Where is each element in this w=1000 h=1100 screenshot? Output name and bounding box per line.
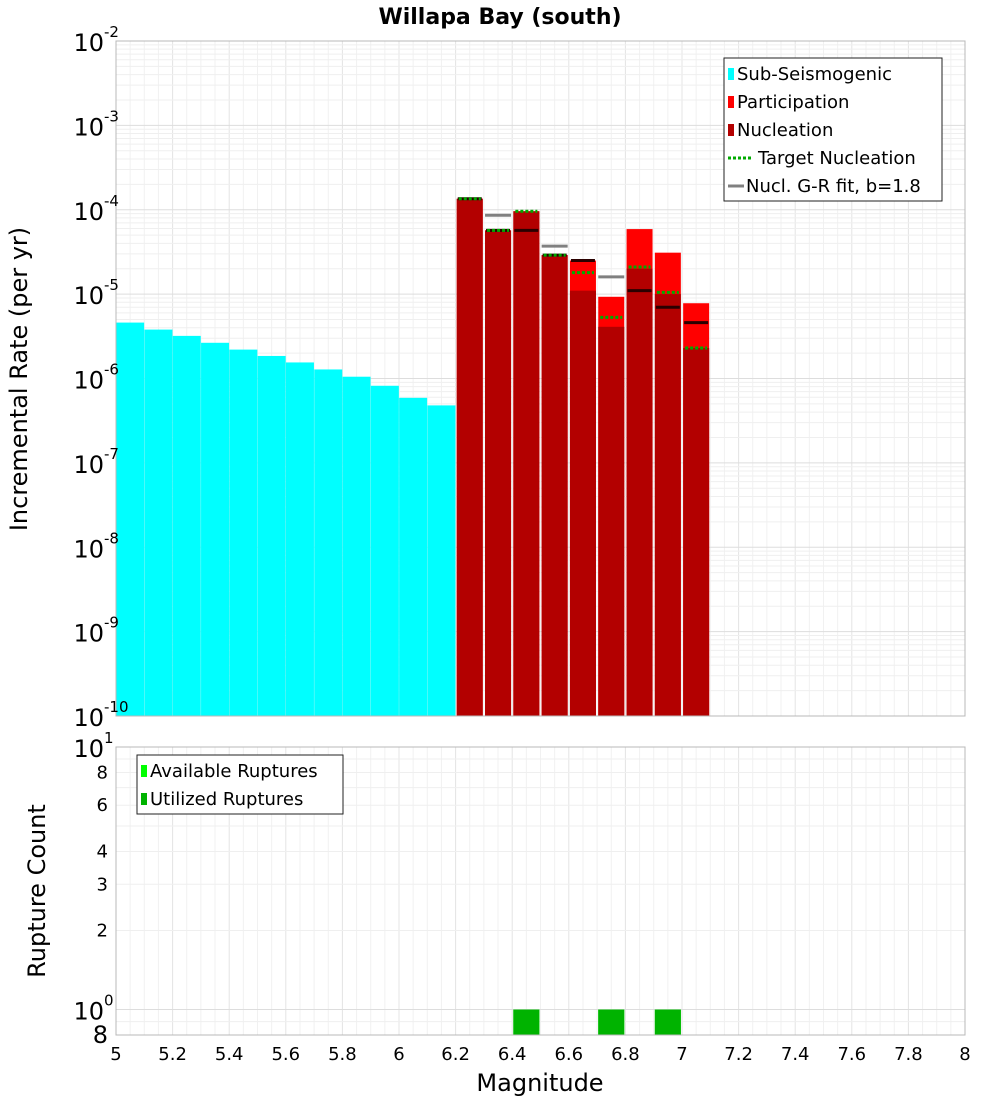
- y-tick-label: 8: [93, 1021, 108, 1049]
- x-tick-label: 8: [959, 1044, 970, 1065]
- y-tick-label-exponent: -10: [104, 698, 129, 716]
- nucleation-bar: [626, 268, 653, 716]
- sub-seismogenic-bar: [257, 355, 286, 716]
- legend-swatch: [728, 68, 734, 80]
- y-tick-label-base: 10: [73, 29, 104, 57]
- bottom-legend-box: [136, 754, 344, 815]
- y-tick-label-exponent: -2: [104, 23, 119, 41]
- nucleation-bar: [569, 290, 596, 716]
- nucleation-bar: [456, 198, 483, 717]
- y-tick-label-exponent: -5: [104, 276, 119, 294]
- y-tick-label-base: 10: [73, 282, 104, 310]
- y-tick-label: 4: [97, 841, 108, 862]
- utilized-ruptures-bar: [654, 1009, 681, 1035]
- x-tick-label: 7: [676, 1044, 687, 1065]
- legend-swatch: [728, 124, 734, 136]
- nucleation-bar: [683, 347, 710, 716]
- y-tick-label: 3: [97, 874, 108, 895]
- y-tick-label-base: 10: [73, 620, 104, 648]
- nucleation-bar: [598, 326, 625, 716]
- utilized-ruptures-bar: [598, 1009, 625, 1035]
- legend-label: Sub-Seismogenic: [737, 64, 892, 85]
- legend-label: Target Nucleation: [757, 148, 916, 169]
- nucleation-bar: [654, 294, 681, 716]
- y-tick-label: 6: [97, 795, 108, 816]
- sub-seismogenic-bar: [399, 397, 428, 716]
- y-tick-label-base: 10: [73, 535, 104, 563]
- y-tick-label-exponent: -3: [104, 107, 119, 125]
- y-tick-label-exponent: -6: [104, 361, 119, 379]
- sub-seismogenic-bar: [201, 342, 230, 716]
- sub-seismogenic-bar: [116, 322, 145, 716]
- utilized-ruptures-bar: [513, 1009, 540, 1035]
- x-tick-label: 7.2: [724, 1044, 753, 1065]
- x-tick-label: 7.8: [894, 1044, 923, 1065]
- x-tick-label: 5.4: [215, 1044, 244, 1065]
- y-tick-label-base: 10: [73, 998, 104, 1026]
- legend-swatch: [141, 765, 147, 777]
- legend-label: Available Ruptures: [150, 761, 318, 782]
- sub-seismogenic-bar: [285, 362, 314, 716]
- sub-seismogenic-bar: [229, 349, 258, 716]
- bottom-y-axis-label: Rupture Count: [23, 804, 51, 978]
- x-tick-label: 7.6: [837, 1044, 866, 1065]
- y-tick-label-exponent: -9: [104, 614, 119, 632]
- nucleation-bar: [541, 255, 568, 716]
- x-tick-label: 6.8: [611, 1044, 640, 1065]
- x-tick-label: 5: [110, 1044, 121, 1065]
- bottom-plot-frame: [115, 746, 966, 1036]
- x-tick-label: 7.4: [781, 1044, 810, 1065]
- top-plot-frame: [115, 40, 966, 717]
- x-tick-label: 5.8: [328, 1044, 357, 1065]
- sub-seismogenic-bar: [144, 329, 173, 716]
- x-tick-label: 6: [393, 1044, 404, 1065]
- legend-label: Nucleation: [737, 120, 833, 141]
- sub-seismogenic-bar: [370, 385, 399, 716]
- sub-seismogenic-bar: [172, 335, 201, 716]
- y-tick-label-base: 10: [73, 451, 104, 479]
- y-tick-label-base: 10: [73, 367, 104, 395]
- x-axis-label: Magnitude: [476, 1069, 603, 1097]
- y-tick-label-base: 10: [73, 704, 104, 732]
- chart-title: Willapa Bay (south): [378, 5, 621, 30]
- legend-label: Utilized Ruptures: [150, 789, 303, 810]
- y-tick-label-base: 10: [73, 198, 104, 226]
- y-tick-label-exponent: 1: [104, 729, 114, 747]
- y-tick-label-base: 10: [73, 113, 104, 141]
- x-tick-label: 5.2: [158, 1044, 187, 1065]
- top-legend-box: [723, 57, 943, 202]
- top-y-axis-label: Incremental Rate (per yr): [5, 227, 33, 531]
- x-tick-label: 5.6: [271, 1044, 300, 1065]
- y-tick-label-exponent: 0: [104, 992, 114, 1010]
- legend-swatch: [141, 793, 147, 805]
- x-tick-label: 6.2: [441, 1044, 470, 1065]
- y-tick-label-base: 10: [73, 735, 104, 763]
- y-tick-label-exponent: -7: [104, 445, 119, 463]
- y-tick-label-exponent: -8: [104, 529, 119, 547]
- legend-label: Participation: [737, 92, 849, 113]
- y-tick-label-exponent: -4: [104, 192, 119, 210]
- nucleation-bar: [513, 211, 540, 717]
- nucleation-bar: [485, 230, 512, 716]
- y-tick-label: 2: [97, 921, 108, 942]
- sub-seismogenic-bar: [427, 405, 456, 716]
- x-tick-label: 6.6: [554, 1044, 583, 1065]
- legend-swatch: [728, 96, 734, 108]
- y-tick-label: 8: [97, 762, 108, 783]
- x-tick-label: 6.4: [498, 1044, 527, 1065]
- legend-label: Nucl. G-R fit, b=1.8: [746, 176, 921, 197]
- sub-seismogenic-bar: [314, 369, 343, 716]
- sub-seismogenic-bar: [342, 376, 371, 716]
